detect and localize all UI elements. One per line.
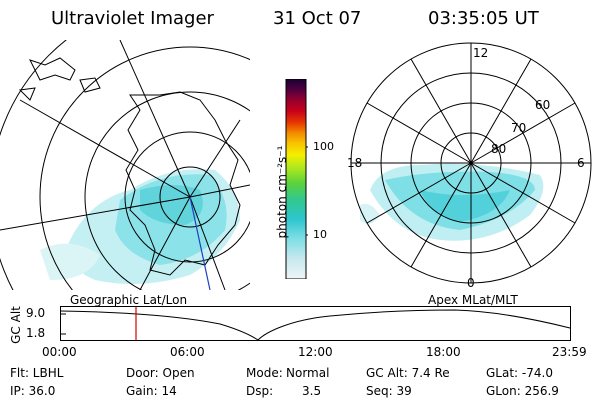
mlat-label-80: 80 xyxy=(491,142,507,156)
dsp-label: Dsp: xyxy=(246,384,274,398)
dsp-value: 3.5 xyxy=(302,384,322,398)
antarctica-coastline xyxy=(125,91,241,276)
time-tick-0000: 00:00 xyxy=(42,345,77,359)
mlt-label-12: 12 xyxy=(473,46,489,60)
time-tick-0600: 06:00 xyxy=(170,345,205,359)
gc-altitude-curve xyxy=(60,309,571,341)
polar-aurora-emission xyxy=(360,163,544,241)
door-info: Door: Open xyxy=(126,366,195,380)
satellite-track-line xyxy=(189,196,211,290)
mlt-label-0: 0 xyxy=(467,276,475,290)
mode-value: Normal xyxy=(286,366,330,380)
colorbar-tick-100: 100 xyxy=(313,140,334,153)
geographic-panel-label: Geographic Lat/Lon xyxy=(70,293,188,307)
apex-panel-label: Apex MLat/MLT xyxy=(428,293,518,307)
colorbar xyxy=(285,79,308,279)
time-tick-1800: 18:00 xyxy=(426,345,461,359)
date-label: 31 Oct 07 xyxy=(273,8,362,29)
glat-info: GLat: -74.0 xyxy=(486,366,553,380)
instrument-title: Ultraviolet Imager xyxy=(51,8,214,29)
mlat-label-60: 60 xyxy=(535,98,551,112)
geographic-aurora-emission xyxy=(40,169,241,284)
geographic-grid xyxy=(0,40,250,290)
mlt-label-18: 18 xyxy=(347,156,363,170)
ip-info: IP: 36.0 xyxy=(10,384,56,398)
colorbar-unit-label: photon cm⁻²s⁻¹ xyxy=(275,145,289,239)
geographic-image-panel xyxy=(0,40,250,290)
south-america-coastline xyxy=(18,57,101,101)
glon-info: GLon: 256.9 xyxy=(486,384,559,398)
gc-alt-tick-top: 9.0 xyxy=(26,306,46,320)
mode-label: Mode: xyxy=(246,366,283,380)
polar-grid xyxy=(350,42,592,284)
altitude-plot xyxy=(60,306,571,341)
colorbar-tick-10: 10 xyxy=(313,228,327,241)
time-tick-2359: 23:59 xyxy=(552,345,587,359)
time-label: 03:35:05 UT xyxy=(428,8,539,29)
mlt-label-6: 6 xyxy=(577,156,585,170)
time-tick-1200: 12:00 xyxy=(298,345,333,359)
mlat-label-70: 70 xyxy=(511,121,527,135)
filter-info: Flt: LBHL xyxy=(10,366,64,380)
apex-polar-panel xyxy=(350,42,592,284)
seq-info: Seq: 39 xyxy=(366,384,412,398)
gc-alt-tick-bottom: 1.8 xyxy=(26,326,46,340)
gc-alt-axis-label: GC Alt xyxy=(9,306,23,344)
gain-info: Gain: 14 xyxy=(126,384,177,398)
gc-alt-info: GC Alt: 7.4 Re xyxy=(366,366,450,380)
